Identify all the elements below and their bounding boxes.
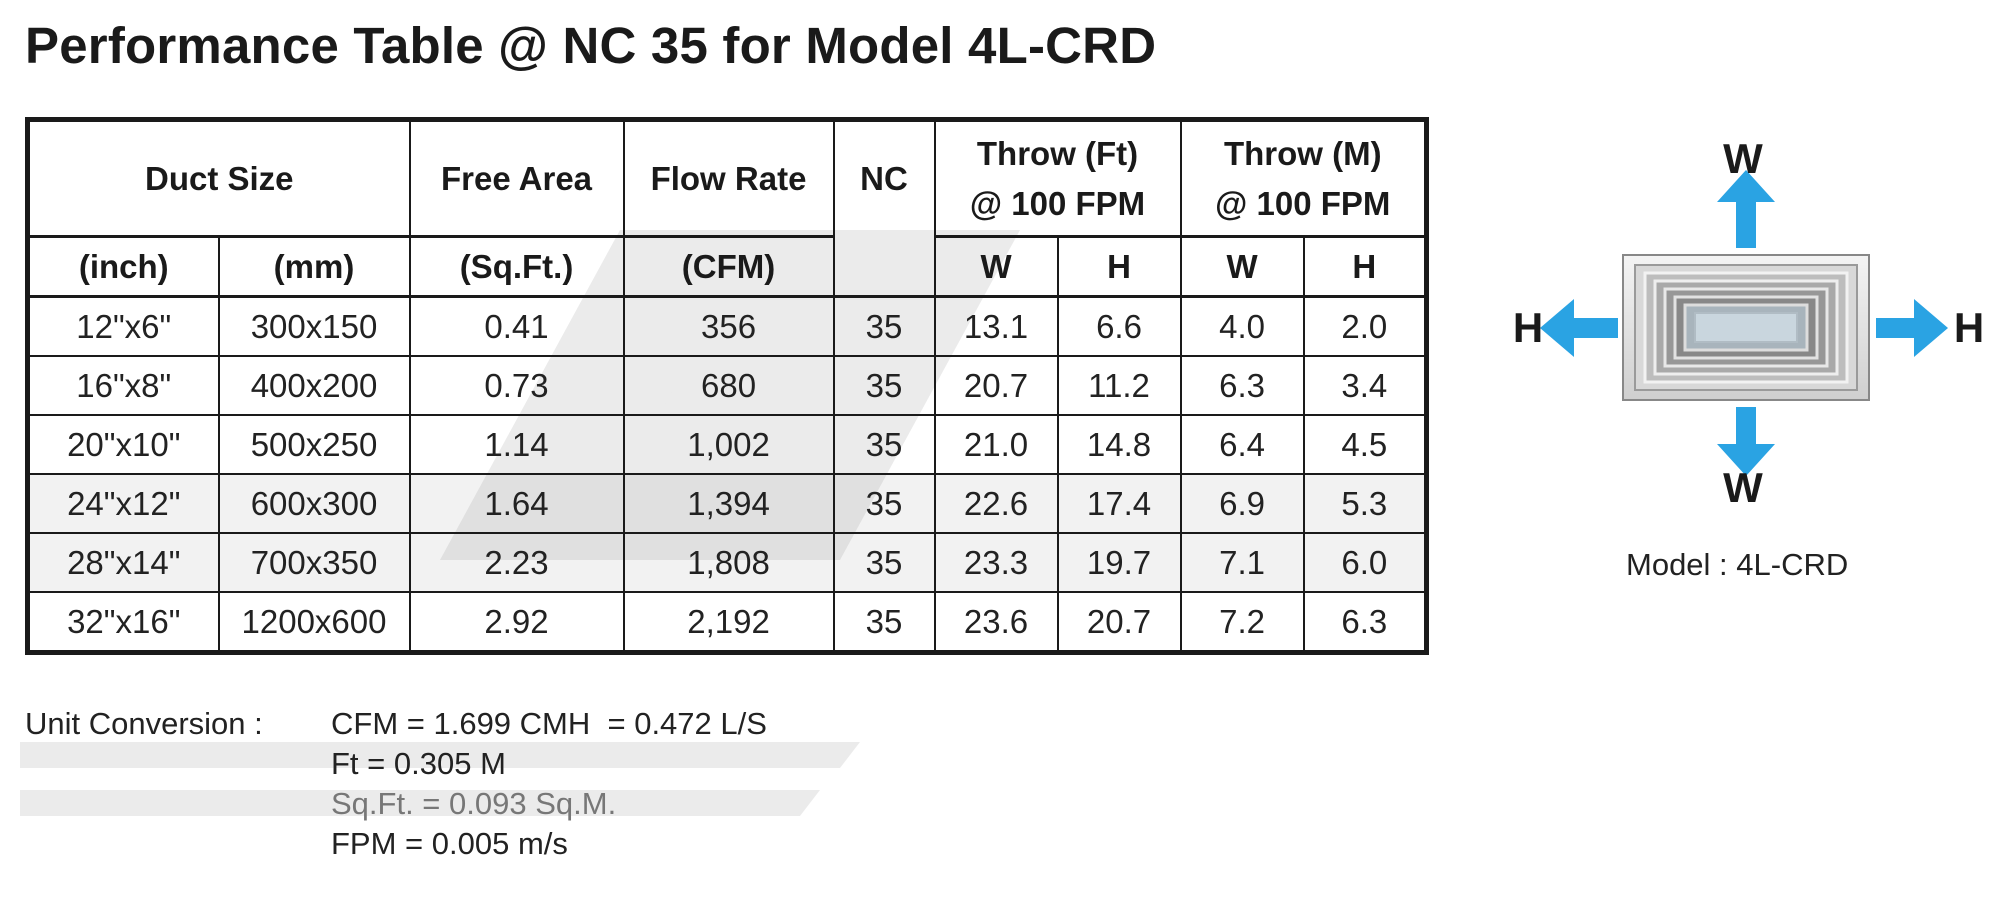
subheader-cfm: (CFM) xyxy=(622,235,835,298)
cell-cfm: 356 xyxy=(622,295,835,357)
header-throw-ft: Throw (Ft) @ 100 FPM xyxy=(933,118,1182,238)
conversion-line: Sq.Ft. = 0.093 Sq.M. xyxy=(331,786,617,821)
header-throw-m-line2: @ 100 FPM xyxy=(1215,184,1391,222)
cell-throw-ft-w: 13.1 xyxy=(933,295,1059,357)
cell-cfm: 1,394 xyxy=(622,473,835,534)
cell-cfm: 1,002 xyxy=(622,414,835,475)
performance-table: Duct Size Free Area Flow Rate NC Throw (… xyxy=(25,117,1430,655)
unit-conversion-label: Unit Conversion : xyxy=(25,706,263,741)
header-flow-rate: Flow Rate xyxy=(622,118,835,238)
cell-inch: 12"x6" xyxy=(26,295,220,357)
table-row: 28"x14" 700x350 2.23 1,808 35 23.3 19.7 … xyxy=(26,532,1428,593)
table-row: 20"x10" 500x250 1.14 1,002 35 21.0 14.8 … xyxy=(26,414,1428,475)
cell-inch: 16"x8" xyxy=(26,355,220,416)
cell-throw-m-h: 3.4 xyxy=(1302,355,1428,416)
page-title: Performance Table @ NC 35 for Model 4L-C… xyxy=(25,17,1157,74)
conversion-line: FPM = 0.005 m/s xyxy=(331,826,568,861)
cell-throw-m-w: 6.3 xyxy=(1179,355,1305,416)
subheader-throw-m-h: H xyxy=(1302,235,1428,298)
table-header-row: Duct Size Free Area Flow Rate NC Throw (… xyxy=(26,118,1428,298)
subheader-throw-ft-w: W xyxy=(933,235,1059,298)
table-row: 32"x16" 1200x600 2.92 2,192 35 23.6 20.7… xyxy=(26,591,1428,654)
cell-throw-ft-h: 14.8 xyxy=(1056,414,1182,475)
subheader-mm: (mm) xyxy=(217,235,411,298)
cell-nc: 35 xyxy=(832,473,936,534)
label-bottom-w: W xyxy=(1723,464,1763,511)
table-row: 12"x6" 300x150 0.41 356 35 13.1 6.6 4.0 … xyxy=(26,295,1428,357)
cell-mm: 700x350 xyxy=(217,532,411,593)
conversion-line: Ft = 0.305 M xyxy=(331,746,506,781)
cell-throw-ft-h: 20.7 xyxy=(1056,591,1182,654)
cell-inch: 28"x14" xyxy=(26,532,220,593)
arrow-right-icon xyxy=(1876,299,1948,357)
cell-throw-ft-w: 23.6 xyxy=(933,591,1059,654)
cell-throw-m-w: 6.9 xyxy=(1179,473,1305,534)
cell-free-area: 2.23 xyxy=(408,532,625,593)
cell-throw-ft-w: 23.3 xyxy=(933,532,1059,593)
header-throw-m: Throw (M) @ 100 FPM xyxy=(1179,118,1428,238)
cell-throw-m-w: 7.2 xyxy=(1179,591,1305,654)
cell-throw-m-w: 4.0 xyxy=(1179,295,1305,357)
cell-throw-ft-w: 21.0 xyxy=(933,414,1059,475)
header-duct-size: Duct Size xyxy=(26,118,411,238)
cell-throw-m-h: 6.3 xyxy=(1302,591,1428,654)
cell-cfm: 680 xyxy=(622,355,835,416)
arrow-down-icon xyxy=(1717,407,1775,476)
cell-cfm: 1,808 xyxy=(622,532,835,593)
header-nc: NC xyxy=(832,118,936,298)
header-throw-m-line1: Throw (M) xyxy=(1223,134,1382,172)
cell-free-area: 2.92 xyxy=(408,591,625,654)
label-left-h: H xyxy=(1513,304,1543,351)
cell-throw-ft-h: 6.6 xyxy=(1056,295,1182,357)
header-throw-ft-line1: Throw (Ft) xyxy=(976,134,1139,172)
header-throw-ft-line2: @ 100 FPM xyxy=(969,184,1146,222)
cell-throw-m-h: 2.0 xyxy=(1302,295,1428,357)
diffuser-icon xyxy=(1622,254,1870,401)
subheader-throw-m-w: W xyxy=(1179,235,1305,298)
cell-nc: 35 xyxy=(832,295,936,357)
cell-free-area: 0.41 xyxy=(408,295,625,357)
cell-mm: 400x200 xyxy=(217,355,411,416)
cell-nc: 35 xyxy=(832,532,936,593)
cell-throw-ft-w: 22.6 xyxy=(933,473,1059,534)
model-caption: Model : 4L-CRD xyxy=(1626,547,1849,582)
cell-mm: 600x300 xyxy=(217,473,411,534)
subheader-inch: (inch) xyxy=(26,235,220,298)
cell-throw-ft-h: 19.7 xyxy=(1056,532,1182,593)
cell-nc: 35 xyxy=(832,355,936,416)
cell-mm: 500x250 xyxy=(217,414,411,475)
cell-throw-ft-h: 11.2 xyxy=(1056,355,1182,416)
header-free-area: Free Area xyxy=(408,118,625,238)
cell-throw-m-w: 6.4 xyxy=(1179,414,1305,475)
cell-throw-m-h: 5.3 xyxy=(1302,473,1428,534)
cell-mm: 1200x600 xyxy=(217,591,411,654)
cell-inch: 20"x10" xyxy=(26,414,220,475)
table-subheader-row: (inch) (mm) (Sq.Ft.) (CFM) W H W H xyxy=(26,235,1428,298)
cell-inch: 32"x16" xyxy=(26,591,220,654)
cell-free-area: 0.73 xyxy=(408,355,625,416)
arrow-up-icon xyxy=(1717,170,1775,248)
cell-cfm: 2,192 xyxy=(622,591,835,654)
cell-throw-ft-w: 20.7 xyxy=(933,355,1059,416)
label-right-h: H xyxy=(1954,304,1984,351)
cell-mm: 300x150 xyxy=(217,295,411,357)
conversion-line: CFM = 1.699 CMH = 0.472 L/S xyxy=(331,706,767,741)
cell-throw-m-h: 4.5 xyxy=(1302,414,1428,475)
table-row: 24"x12" 600x300 1.64 1,394 35 22.6 17.4 … xyxy=(26,473,1428,534)
table-row: 16"x8" 400x200 0.73 680 35 20.7 11.2 6.3… xyxy=(26,355,1428,416)
cell-nc: 35 xyxy=(832,414,936,475)
cell-throw-m-h: 6.0 xyxy=(1302,532,1428,593)
label-top-w: W xyxy=(1723,135,1763,182)
diffuser-diagram: W W H H xyxy=(1513,135,1984,511)
cell-nc: 35 xyxy=(832,591,936,654)
cell-throw-ft-h: 17.4 xyxy=(1056,473,1182,534)
cell-inch: 24"x12" xyxy=(26,473,220,534)
subheader-throw-ft-h: H xyxy=(1056,235,1182,298)
cell-free-area: 1.14 xyxy=(408,414,625,475)
cell-throw-m-w: 7.1 xyxy=(1179,532,1305,593)
cell-free-area: 1.64 xyxy=(408,473,625,534)
subheader-sqft: (Sq.Ft.) xyxy=(408,235,625,298)
arrow-left-icon xyxy=(1540,299,1618,357)
